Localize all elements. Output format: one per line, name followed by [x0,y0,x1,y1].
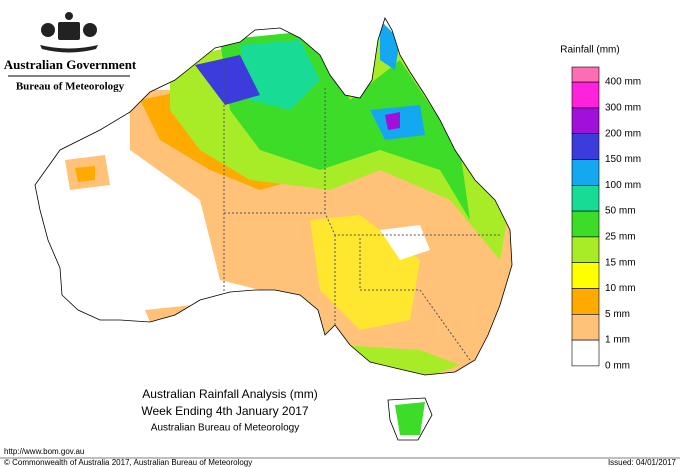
legend-swatch [571,236,600,263]
legend-swatch [571,262,600,289]
legend-swatch [571,107,600,135]
legend-label: 25 mm [605,232,636,243]
legend-swatch [571,339,600,367]
legend-label: 0 mm [605,361,630,372]
url: http://www.bom.gov.au [4,447,84,456]
legend-label: 50 mm [605,206,636,217]
government: Australian Government [4,57,137,72]
legend-label: 15 mm [605,257,636,268]
caption-week: Week Ending 4th January 2017 [141,404,309,418]
coat-of-arms [40,12,98,53]
caption-title: Australian Rainfall Analysis (mm) [142,387,317,401]
legend-swatch [571,66,600,83]
legend-swatch [571,313,600,341]
legend-swatch [571,210,600,238]
legend-swatch [571,81,600,109]
legend-label: 10 mm [605,283,636,294]
legend-swatch [571,133,600,160]
legend-label: 300 mm [605,103,641,114]
state-borders [223,65,500,361]
legend: 400 mm 300 mm 200 mm 150 mm 100 mm 50 mm 25 mm… [571,66,641,372]
legend-swatch [571,185,600,212]
bureau: Bureau of Meteorology [16,81,125,93]
tasmania [387,397,433,441]
legend-label: 1 mm [605,335,630,346]
legend-title: Rainfall (mm) [560,45,619,56]
legend-swatch [571,288,600,315]
legend-label: 100 mm [605,180,641,191]
copyright: © Commonwealth of Australia 2017, Austra… [4,458,252,467]
legend-label: 200 mm [605,128,641,139]
legend-label: 5 mm [605,309,630,320]
legend-swatch [571,159,600,186]
legend-label: 400 mm [605,77,641,88]
caption-source: Australian Bureau of Meteorology [151,423,299,434]
legend-label: 150 mm [605,154,641,165]
issued: Issued: 04/01/2017 [608,458,677,467]
